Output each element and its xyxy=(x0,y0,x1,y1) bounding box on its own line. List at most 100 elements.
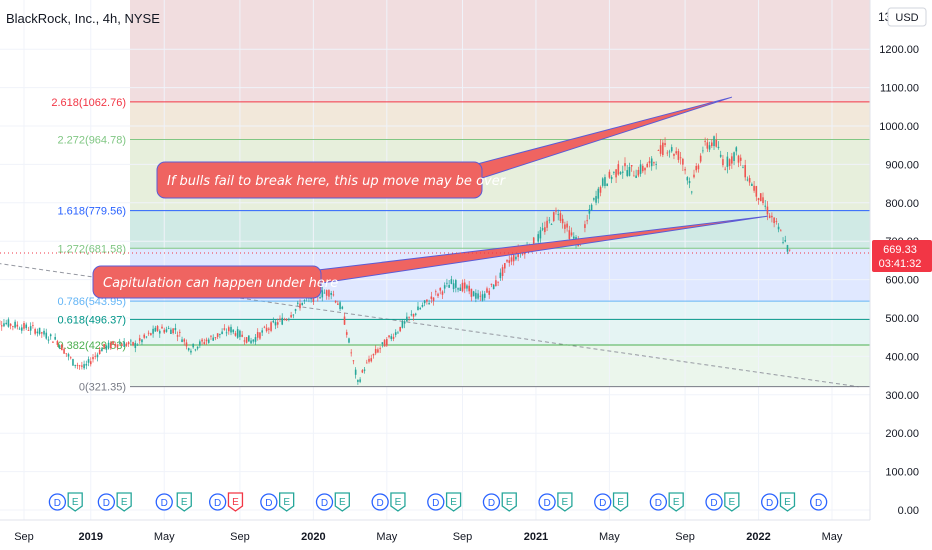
candle xyxy=(154,325,157,332)
earnings-marker[interactable]: E xyxy=(668,492,684,512)
candle-body xyxy=(103,343,105,348)
candle xyxy=(334,300,337,304)
dividend-marker[interactable]: D xyxy=(371,493,389,511)
dividend-marker[interactable]: D xyxy=(649,493,668,511)
currency-button[interactable] xyxy=(887,7,927,27)
dividend-marker[interactable]: D xyxy=(155,493,173,511)
earnings-marker[interactable]: E xyxy=(390,492,406,512)
y-tick-label: 100.00 xyxy=(885,467,919,479)
dividend-marker[interactable]: D xyxy=(538,493,556,511)
candle-body xyxy=(365,362,368,364)
candle xyxy=(276,318,279,329)
candle-body xyxy=(653,162,655,164)
candle-body xyxy=(27,330,30,331)
earnings-marker[interactable]: E xyxy=(501,492,517,512)
candle-body xyxy=(728,159,731,166)
candle-body xyxy=(232,329,235,333)
candle xyxy=(682,157,684,172)
candle xyxy=(548,216,551,224)
dividend-marker[interactable]: D xyxy=(761,493,779,511)
candle xyxy=(230,324,232,336)
candle xyxy=(601,177,604,188)
candle xyxy=(495,275,497,287)
candle-body xyxy=(786,245,789,252)
earnings-marker[interactable]: E xyxy=(612,492,629,512)
earnings-marker[interactable]: E xyxy=(779,492,796,512)
earnings-marker[interactable]: E xyxy=(67,492,83,512)
dividend-marker[interactable]: D xyxy=(482,493,501,511)
candle-body xyxy=(548,219,551,221)
candle-body xyxy=(185,342,188,347)
candle-body xyxy=(392,336,395,339)
candle-body xyxy=(559,213,562,221)
dividend-marker[interactable]: D xyxy=(48,493,67,511)
candle-body xyxy=(130,340,132,342)
candle-body xyxy=(61,344,63,351)
candle-body xyxy=(544,227,546,233)
candle-body xyxy=(161,326,163,329)
currency-control[interactable]: 13 USD xyxy=(878,7,927,27)
candle-body xyxy=(256,332,259,338)
dividend-marker[interactable]: D xyxy=(809,493,828,511)
candle xyxy=(555,207,557,215)
dividend-letter: D xyxy=(214,498,221,509)
candle-body xyxy=(29,326,32,331)
candle-body xyxy=(455,280,457,288)
candle-body xyxy=(762,197,764,204)
candle xyxy=(221,328,223,335)
earnings-marker[interactable]: E xyxy=(334,492,350,512)
candle xyxy=(103,343,105,350)
candle-body xyxy=(546,220,548,228)
candle-body xyxy=(49,334,52,337)
dividend-marker[interactable]: D xyxy=(315,493,334,511)
candle xyxy=(697,163,700,173)
dividend-letter: D xyxy=(432,498,439,509)
dividend-marker[interactable]: D xyxy=(427,493,445,511)
candle-body xyxy=(557,214,560,216)
candle-body xyxy=(595,196,597,203)
earnings-shield-icon xyxy=(227,492,244,512)
candle xyxy=(94,352,97,360)
candle-body xyxy=(619,172,622,174)
candle xyxy=(757,197,760,205)
candle-body xyxy=(245,337,248,343)
earnings-marker[interactable]: E xyxy=(176,492,192,512)
candle-body xyxy=(655,164,657,165)
candle xyxy=(187,347,190,352)
candle-body xyxy=(448,284,450,288)
candle-body xyxy=(214,337,217,339)
candle-body xyxy=(539,230,542,239)
candle-body xyxy=(570,232,573,236)
earnings-marker[interactable]: E xyxy=(445,492,462,512)
candle-body xyxy=(403,321,406,324)
dividend-marker[interactable]: D xyxy=(594,493,612,511)
candle-body xyxy=(659,145,662,154)
x-axis[interactable]: Sep 2019 May Sep 2020 May Sep 2021 May Sep 2022 May xyxy=(0,519,870,550)
candle-body xyxy=(666,152,669,154)
dividend-marker[interactable]: D xyxy=(209,493,227,511)
candle xyxy=(417,301,419,311)
earnings-marker[interactable]: E xyxy=(116,492,132,512)
earnings-marker[interactable]: E xyxy=(557,492,573,512)
candle xyxy=(363,366,366,374)
candle xyxy=(156,324,159,332)
earnings-marker[interactable]: E xyxy=(227,492,244,512)
candle-body xyxy=(593,198,595,200)
candle xyxy=(599,185,602,197)
candle xyxy=(127,341,130,347)
dividend-marker[interactable]: D xyxy=(260,493,278,511)
candle xyxy=(713,135,715,151)
dividend-marker[interactable]: D xyxy=(705,493,723,511)
earnings-marker[interactable]: E xyxy=(724,492,740,512)
candle-body xyxy=(56,341,59,345)
last-price-value: 669.33 xyxy=(883,244,917,256)
dividend-marker[interactable]: D xyxy=(97,493,116,511)
candle xyxy=(693,169,695,179)
candle xyxy=(499,268,502,281)
candle xyxy=(788,249,791,252)
earnings-marker[interactable]: E xyxy=(279,492,295,512)
candle xyxy=(110,341,112,350)
candle xyxy=(753,180,755,193)
candle xyxy=(448,280,450,288)
